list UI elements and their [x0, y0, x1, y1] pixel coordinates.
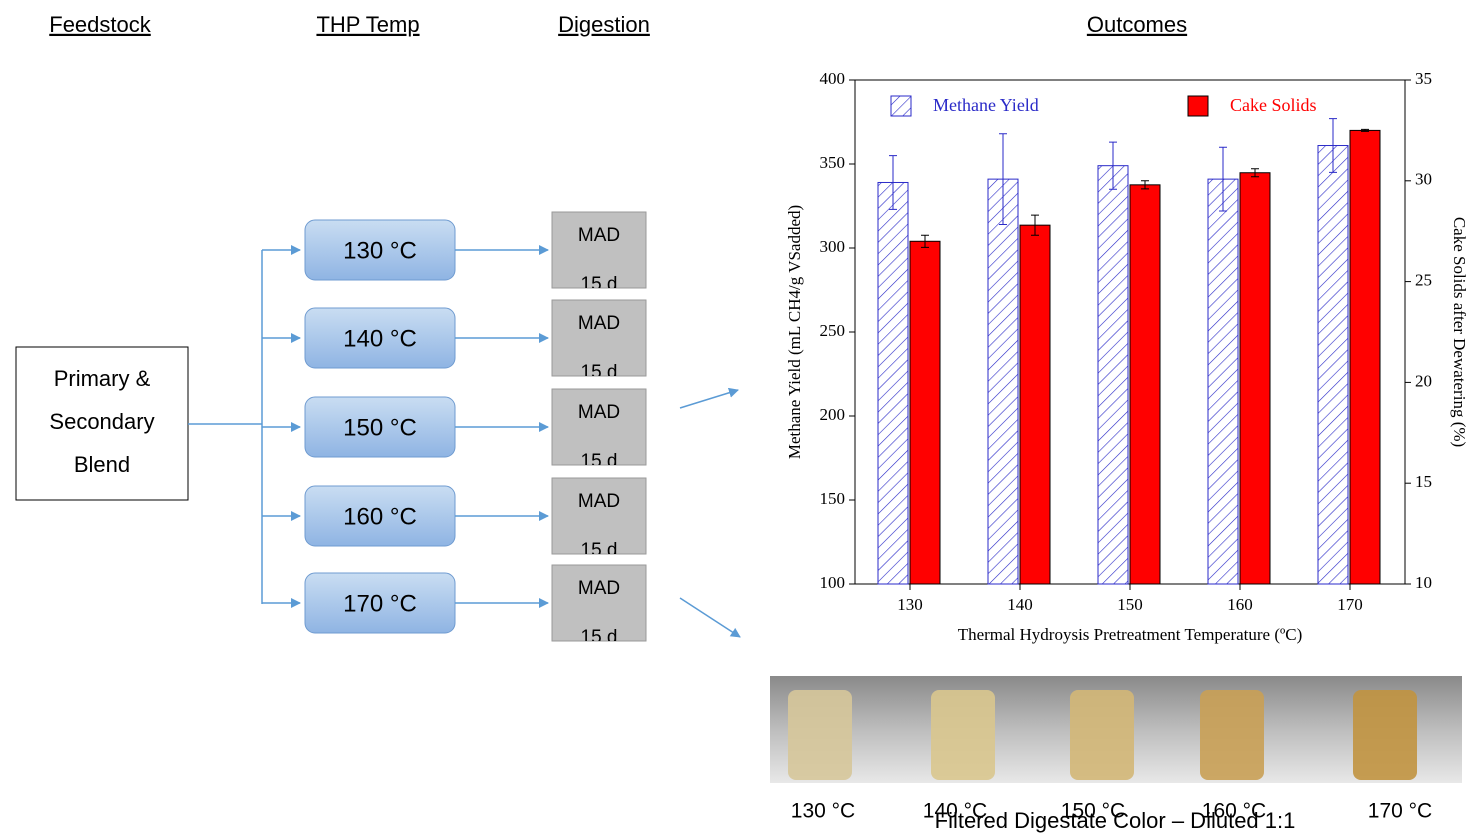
bar — [877, 181, 909, 585]
photo-label: 160 °C — [1202, 800, 1266, 823]
x-tick-label: 160 — [1227, 595, 1253, 614]
y2-tick-label: 25 — [1415, 271, 1432, 290]
digestion-box — [551, 564, 647, 642]
photo-label: 140 °C — [923, 800, 987, 823]
error-bar — [1361, 128, 1369, 132]
section-header: Feedstock — [49, 12, 151, 37]
y2-tick-label: 20 — [1415, 371, 1432, 390]
digestion-text: MAD 15 d — [578, 225, 620, 295]
x-tick-label: 130 — [897, 595, 923, 614]
section-header: THP Temp — [316, 12, 419, 37]
temp-label: 170 °C — [343, 590, 417, 617]
legend-swatch — [890, 95, 912, 117]
digestion-line: 15 d — [581, 274, 618, 295]
error-bar — [1109, 141, 1117, 190]
x-tick-label: 140 — [1007, 595, 1033, 614]
y-tick-label: 200 — [820, 405, 846, 424]
vial — [1353, 690, 1417, 780]
vial — [1200, 690, 1264, 780]
temp-label: 160 °C — [343, 503, 417, 530]
digestion-line: MAD — [578, 578, 620, 599]
error-bar — [921, 234, 929, 248]
error-bar — [1141, 180, 1149, 190]
section-header: Outcomes — [1087, 12, 1187, 37]
error-bar — [1329, 118, 1337, 173]
y-tick-label: 400 — [820, 69, 846, 88]
error-bar — [1251, 168, 1259, 178]
section-header: Digestion — [558, 12, 650, 37]
feedstock-text: Blend — [74, 452, 130, 477]
digestion-box — [551, 388, 647, 466]
digestion-line: 15 d — [581, 362, 618, 383]
bar — [1019, 224, 1051, 585]
bar — [987, 178, 1019, 585]
bar — [1129, 184, 1161, 585]
digestion-line: 15 d — [581, 540, 618, 561]
feedstock-box — [15, 346, 189, 501]
error-bar — [889, 155, 897, 210]
y2-tick-label: 30 — [1415, 170, 1432, 189]
digestion-line: 15 d — [581, 627, 618, 648]
digestion-text: MAD 15 d — [578, 491, 620, 561]
digestion-line: MAD — [578, 402, 620, 423]
bar — [909, 240, 941, 585]
photo-label: 130 °C — [791, 800, 855, 823]
y-tick-label: 350 — [820, 153, 846, 172]
temp-label: 150 °C — [343, 414, 417, 441]
x-axis-label: Thermal Hydroysis Pretreatment Temperatu… — [958, 625, 1303, 644]
bar — [1097, 165, 1129, 585]
feedstock-text: Primary & — [54, 366, 151, 391]
photo-caption: Filtered Digestate Color – Diluted 1:1 — [935, 808, 1296, 833]
y-axis-label: Methane Yield (mL CH4/g VSadded) — [785, 205, 804, 459]
digestion-line: MAD — [578, 225, 620, 246]
y-tick-label: 300 — [820, 237, 846, 256]
error-bar — [1031, 214, 1039, 236]
digestion-text: MAD 15 d — [578, 578, 620, 648]
digestion-line: MAD — [578, 491, 620, 512]
legend-swatch — [1187, 95, 1209, 117]
y-tick-label: 150 — [820, 489, 846, 508]
y-tick-label: 100 — [820, 573, 846, 592]
y2-tick-label: 15 — [1415, 472, 1432, 491]
digestion-text: MAD 15 d — [578, 402, 620, 472]
bar — [1317, 145, 1349, 585]
bar — [1239, 172, 1271, 585]
y2-axis-label: Cake Solids after Dewatering (%) — [1450, 217, 1469, 447]
bar — [1349, 129, 1381, 585]
error-bar — [1219, 146, 1227, 212]
error-bar — [999, 133, 1007, 225]
y2-tick-label: 35 — [1415, 69, 1432, 88]
digestion-text: MAD 15 d — [578, 313, 620, 383]
temp-label: 130 °C — [343, 237, 417, 264]
legend-label: Methane Yield — [933, 95, 1039, 115]
photo-label: 170 °C — [1368, 800, 1432, 823]
temp-label: 140 °C — [343, 325, 417, 352]
digestion-line: MAD — [578, 313, 620, 334]
y-tick-label: 250 — [820, 321, 846, 340]
digestion-line: 15 d — [581, 451, 618, 472]
digestion-box — [551, 211, 647, 289]
arrow — [679, 387, 739, 409]
arrow — [679, 597, 741, 638]
y2-tick-label: 10 — [1415, 573, 1432, 592]
legend-label: Cake Solids — [1230, 95, 1317, 115]
digestion-box — [551, 477, 647, 555]
digestion-box — [551, 299, 647, 377]
bar — [1207, 178, 1239, 585]
vial — [931, 690, 995, 780]
vial — [1070, 690, 1134, 780]
x-tick-label: 170 — [1337, 595, 1363, 614]
x-tick-label: 150 — [1117, 595, 1143, 614]
vial — [788, 690, 852, 780]
feedstock-text: Secondary — [49, 409, 154, 434]
photo-label: 150 °C — [1061, 800, 1125, 823]
